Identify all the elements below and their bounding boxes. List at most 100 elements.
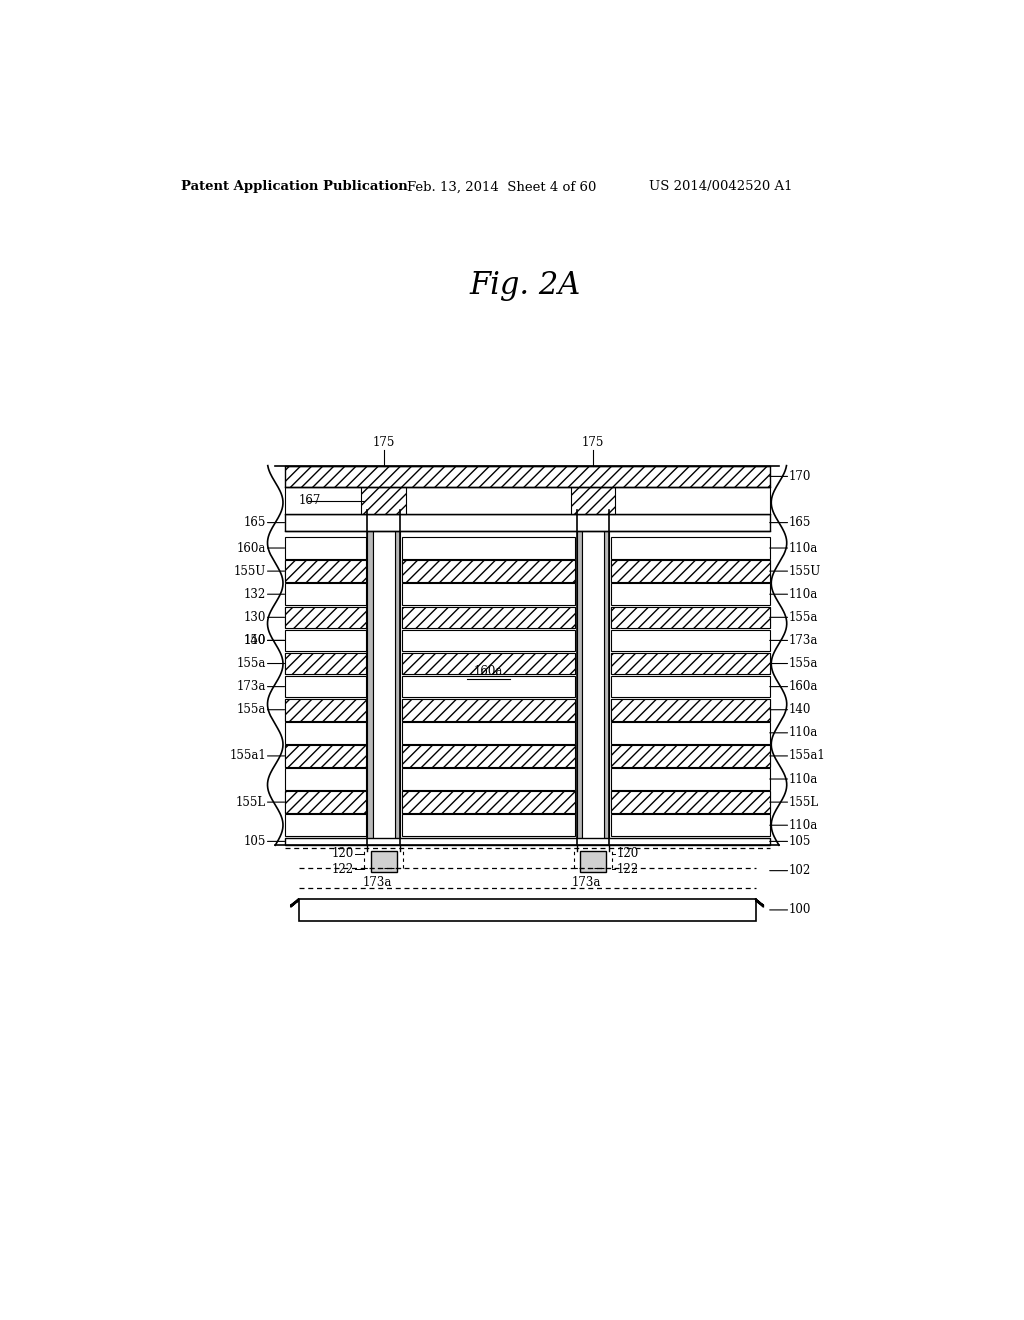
Text: 105: 105: [244, 834, 266, 847]
Bar: [285, 700, 366, 721]
Bar: [611, 561, 770, 582]
Bar: [611, 722, 770, 743]
Text: US 2014/0042520 A1: US 2014/0042520 A1: [649, 181, 793, 194]
Bar: [285, 607, 366, 628]
Bar: [577, 511, 583, 843]
Text: 155a: 155a: [237, 704, 266, 717]
Bar: [401, 676, 575, 697]
Bar: [611, 792, 770, 813]
Bar: [611, 744, 770, 767]
Text: 173a: 173a: [362, 876, 392, 890]
Bar: [285, 792, 366, 813]
Bar: [285, 466, 770, 487]
Bar: [285, 537, 366, 558]
Bar: [611, 630, 770, 651]
Bar: [401, 700, 575, 721]
Bar: [368, 511, 373, 843]
Text: 173a: 173a: [237, 680, 266, 693]
Bar: [401, 653, 575, 675]
Text: 165: 165: [790, 516, 811, 529]
Bar: [285, 744, 366, 767]
Text: 110a: 110a: [790, 772, 818, 785]
Bar: [401, 768, 575, 789]
Text: 140: 140: [244, 634, 266, 647]
Bar: [401, 722, 575, 743]
Bar: [570, 487, 615, 515]
Bar: [611, 676, 770, 697]
Text: 110a: 110a: [790, 541, 818, 554]
Bar: [580, 850, 606, 873]
Bar: [611, 700, 770, 721]
Text: 155U: 155U: [233, 565, 266, 578]
Text: 167: 167: [299, 494, 321, 507]
Text: 165: 165: [244, 516, 266, 529]
Bar: [285, 653, 366, 675]
Text: 160a: 160a: [474, 665, 503, 677]
Text: 110a: 110a: [790, 587, 818, 601]
Text: 173a: 173a: [790, 634, 818, 647]
Bar: [401, 700, 575, 721]
Text: 155a: 155a: [790, 657, 818, 671]
Bar: [361, 487, 407, 515]
Bar: [401, 607, 575, 628]
Text: 102: 102: [790, 865, 811, 878]
Bar: [285, 792, 366, 813]
Bar: [373, 511, 394, 843]
Bar: [285, 487, 770, 515]
Text: 155U: 155U: [790, 565, 821, 578]
Bar: [401, 792, 575, 813]
Bar: [285, 722, 366, 743]
Bar: [611, 653, 770, 675]
Bar: [611, 700, 770, 721]
Text: 155a: 155a: [790, 611, 818, 624]
Text: 110a: 110a: [790, 818, 818, 832]
Text: 100: 100: [790, 903, 811, 916]
Bar: [401, 792, 575, 813]
Text: 170: 170: [790, 470, 811, 483]
Text: 122: 122: [617, 862, 639, 875]
Bar: [401, 561, 575, 582]
Bar: [285, 700, 366, 721]
Bar: [285, 583, 366, 605]
Text: 155a1: 155a1: [790, 750, 825, 763]
Text: Fig. 2A: Fig. 2A: [469, 271, 581, 301]
Text: 155L: 155L: [236, 796, 266, 809]
Text: 105: 105: [790, 834, 811, 847]
Bar: [611, 607, 770, 628]
Bar: [611, 653, 770, 675]
Bar: [401, 744, 575, 767]
Bar: [611, 561, 770, 582]
Text: 150: 150: [244, 634, 266, 647]
Text: 175: 175: [582, 436, 604, 449]
Bar: [285, 838, 770, 845]
Bar: [611, 537, 770, 558]
Bar: [611, 768, 770, 789]
Text: 110a: 110a: [790, 726, 818, 739]
Bar: [611, 744, 770, 767]
Text: 155a: 155a: [237, 657, 266, 671]
Bar: [285, 515, 770, 531]
Bar: [611, 792, 770, 813]
Text: Patent Application Publication: Patent Application Publication: [180, 181, 408, 194]
Text: 175: 175: [373, 436, 395, 449]
Bar: [285, 814, 366, 836]
Bar: [611, 583, 770, 605]
Bar: [401, 583, 575, 605]
Text: 122: 122: [332, 862, 353, 875]
Bar: [401, 744, 575, 767]
Bar: [611, 814, 770, 836]
Bar: [285, 768, 366, 789]
Bar: [583, 511, 604, 843]
Text: Feb. 13, 2014  Sheet 4 of 60: Feb. 13, 2014 Sheet 4 of 60: [407, 181, 596, 194]
Bar: [285, 607, 366, 628]
Bar: [285, 653, 366, 675]
Text: 173a: 173a: [572, 876, 601, 890]
Bar: [401, 814, 575, 836]
Text: 132: 132: [244, 587, 266, 601]
Text: 155L: 155L: [790, 796, 819, 809]
Text: 130: 130: [244, 611, 266, 624]
Bar: [394, 511, 400, 843]
Bar: [604, 511, 609, 843]
Bar: [285, 630, 366, 651]
Bar: [285, 561, 366, 582]
